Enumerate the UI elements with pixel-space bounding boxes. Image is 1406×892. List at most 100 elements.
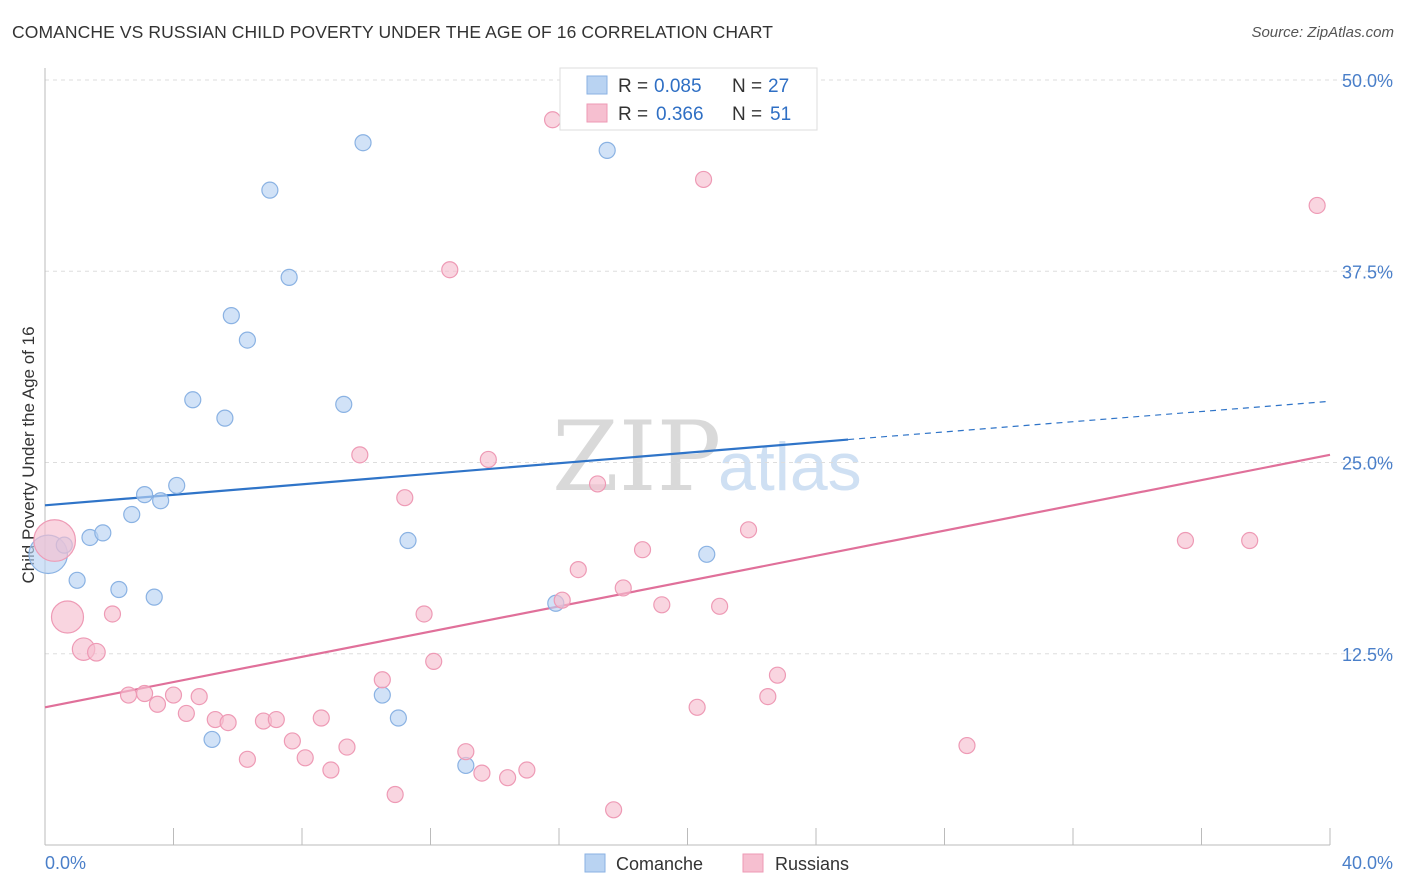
data-point-russians xyxy=(33,519,77,562)
trend-lines xyxy=(44,400,1331,709)
data-point-comanche xyxy=(123,505,141,524)
data-point-russians xyxy=(148,695,167,713)
data-point-russians xyxy=(688,698,706,716)
data-point-russians xyxy=(425,652,443,671)
data-point-russians xyxy=(543,111,562,129)
gridlines xyxy=(45,79,1395,655)
data-point-russians xyxy=(759,687,777,706)
data-point-comanche xyxy=(280,268,298,286)
bottom-legend-label-russians: Russians xyxy=(775,854,849,874)
data-point-russians xyxy=(588,475,607,493)
chart-title: COMANCHE VS RUSSIAN CHILD POVERTY UNDER … xyxy=(12,22,774,42)
legend-swatch-comanche xyxy=(586,75,608,95)
data-point-russians xyxy=(238,750,256,768)
data-point-russians xyxy=(569,560,587,579)
data-point-russians xyxy=(190,687,208,706)
data-point-russians xyxy=(1241,531,1259,550)
legend-r-label-comanche: R = xyxy=(618,76,648,97)
data-point-comanche xyxy=(373,686,391,704)
axes xyxy=(44,68,1331,846)
data-point-russians xyxy=(312,709,330,727)
legend-n-value-russians: 51 xyxy=(770,104,791,125)
data-point-comanche xyxy=(135,486,154,504)
data-point-russians xyxy=(473,764,491,782)
watermark-atlas: atlas xyxy=(718,429,862,505)
data-point-comanche xyxy=(222,307,240,325)
bottom-legend-swatch-comanche xyxy=(584,853,606,873)
y-tick-label: 37.5% xyxy=(1342,262,1393,282)
data-point-russians xyxy=(338,738,356,756)
data-point-comanche xyxy=(335,395,353,413)
legend-r-label-russians: R = xyxy=(618,104,648,125)
data-point-russians xyxy=(415,605,433,623)
data-point-russians xyxy=(322,761,340,779)
source-credit: Source: ZipAtlas.com xyxy=(1251,24,1394,41)
data-point-russians xyxy=(1308,196,1326,215)
x-tick-labels: 0.0% 40.0% xyxy=(45,853,1393,873)
bottom-legend-label-comanche: Comanche xyxy=(616,854,703,874)
data-point-russians xyxy=(351,446,369,464)
data-point-russians xyxy=(50,600,85,634)
data-point-comanche xyxy=(238,331,256,349)
legend-n-value-comanche: 27 xyxy=(768,76,789,97)
y-tick-label: 25.0% xyxy=(1342,454,1393,474)
data-point-russians xyxy=(219,713,237,732)
data-point-comanche xyxy=(389,709,407,727)
data-point-comanche xyxy=(261,181,279,199)
data-point-russians xyxy=(164,686,183,704)
data-point-russians xyxy=(457,743,475,761)
data-point-russians xyxy=(633,541,652,559)
legend-r-value-comanche: 0.085 xyxy=(654,76,702,97)
data-point-russians xyxy=(711,597,729,615)
legend: R = 0.085 N = 27 R = 0.366 N = 51 xyxy=(559,67,818,131)
data-point-russians xyxy=(553,591,571,609)
data-point-russians xyxy=(694,170,713,189)
series-russians xyxy=(33,111,1326,819)
data-point-comanche xyxy=(110,580,128,599)
data-point-comanche xyxy=(354,134,372,152)
bottom-legend: Comanche Russians xyxy=(584,853,849,874)
trend-line-comanche-extrapolated xyxy=(848,400,1331,441)
data-point-comanche xyxy=(94,524,112,542)
data-point-comanche xyxy=(152,492,170,510)
bottom-legend-swatch-russians xyxy=(742,853,764,873)
data-point-russians xyxy=(296,749,314,767)
data-point-russians xyxy=(499,769,517,787)
data-point-comanche xyxy=(168,476,186,495)
x-tick-label-max: 40.0% xyxy=(1342,853,1393,873)
y-tick-labels: 12.5% 25.0% 37.5% 50.0% xyxy=(1342,71,1393,665)
data-point-comanche xyxy=(598,141,616,159)
x-tick-label-min: 0.0% xyxy=(45,853,86,873)
data-point-russians xyxy=(441,261,459,279)
data-point-russians xyxy=(614,579,632,597)
data-point-russians xyxy=(958,736,976,755)
data-point-comanche xyxy=(145,588,163,606)
data-point-russians xyxy=(479,450,497,469)
data-point-russians xyxy=(518,761,536,779)
data-point-russians xyxy=(768,666,787,684)
data-point-russians xyxy=(177,704,195,723)
legend-swatch-russians xyxy=(586,103,608,123)
legend-r-value-russians: 0.366 xyxy=(656,104,704,125)
data-point-russians xyxy=(267,710,285,729)
data-point-russians xyxy=(386,785,404,804)
data-point-comanche xyxy=(216,409,234,427)
data-point-russians xyxy=(373,671,391,689)
data-point-russians xyxy=(135,684,154,703)
data-point-russians xyxy=(283,732,301,750)
y-tick-label: 50.0% xyxy=(1342,71,1393,91)
trend-line-russians xyxy=(44,453,1331,709)
data-point-comanche xyxy=(184,391,202,409)
data-point-russians xyxy=(605,801,623,819)
trend-line-comanche xyxy=(44,438,849,507)
y-tick-label: 12.5% xyxy=(1342,645,1393,665)
data-point-comanche xyxy=(399,531,417,550)
data-point-comanche xyxy=(68,571,86,589)
data-point-russians xyxy=(396,489,414,507)
legend-n-label-comanche: N = xyxy=(732,76,762,97)
data-point-comanche xyxy=(698,545,716,563)
data-point-russians xyxy=(739,521,758,539)
data-point-russians xyxy=(103,605,122,623)
legend-n-label-russians: N = xyxy=(732,104,762,125)
